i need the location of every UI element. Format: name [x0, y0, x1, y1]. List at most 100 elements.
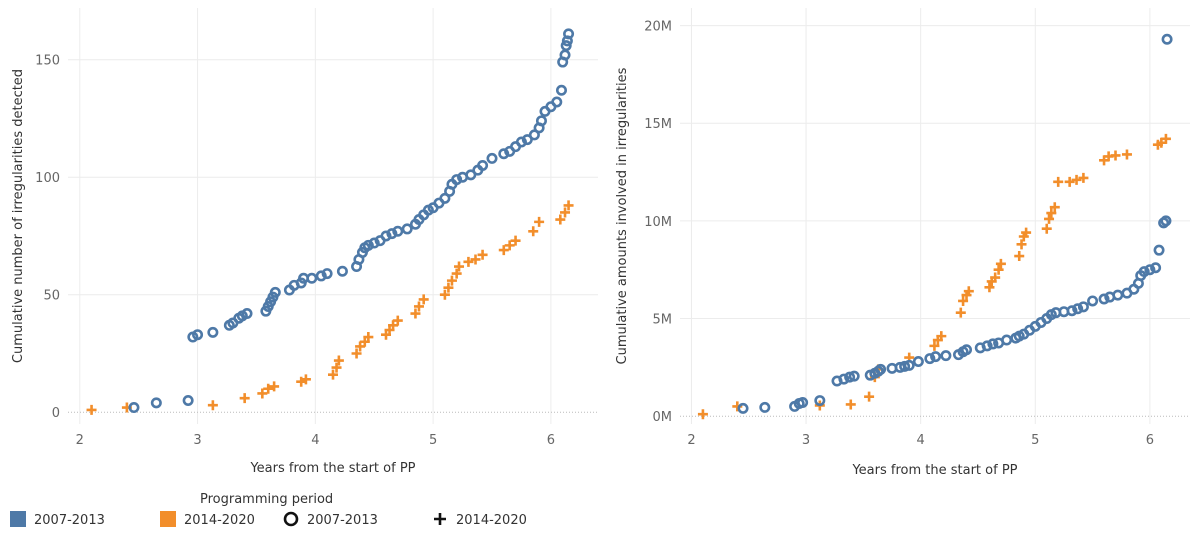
- data-point-plus: [1016, 239, 1027, 250]
- data-point-plus: [207, 400, 218, 411]
- data-point-circle: [362, 239, 374, 251]
- data-point-plus: [477, 249, 488, 260]
- data-point-plus: [936, 331, 947, 342]
- data-point-circle: [797, 397, 809, 409]
- data-point-plus: [351, 348, 362, 359]
- data-point-plus: [1014, 251, 1025, 262]
- data-point-circle: [535, 115, 547, 127]
- y-tick-label: 15M: [644, 117, 672, 132]
- x-tick-label: 5: [1031, 433, 1039, 448]
- data-point-circle: [1144, 264, 1156, 276]
- data-point-circle: [1066, 305, 1078, 317]
- data-point-circle: [875, 363, 887, 375]
- data-point-plus: [355, 341, 366, 352]
- data-point-circle: [563, 28, 575, 40]
- data-point-plus: [528, 226, 539, 237]
- data-point-plus: [263, 383, 274, 394]
- data-point-circle: [150, 397, 162, 409]
- data-point-plus: [1044, 213, 1055, 224]
- data-point-plus: [1121, 149, 1132, 160]
- x-tick-label: 5: [429, 433, 437, 448]
- x-tick-label: 2: [687, 433, 695, 448]
- data-point-plus: [958, 295, 969, 306]
- data-point-circle: [439, 192, 451, 204]
- y-tick-label: 100: [35, 171, 60, 186]
- data-point-plus: [995, 258, 1006, 269]
- data-point-plus: [560, 207, 571, 218]
- data-point-circle: [1001, 334, 1013, 346]
- data-point-plus: [534, 216, 545, 227]
- data-point-plus: [86, 404, 97, 415]
- x-axis-title: Years from the start of PP: [249, 461, 415, 476]
- data-point-plus: [1053, 176, 1064, 187]
- data-point-plus: [697, 409, 708, 420]
- data-point-circle: [1160, 215, 1172, 227]
- data-point-circle: [515, 136, 527, 148]
- legend-swatch: [10, 511, 26, 527]
- data-point-circle: [559, 49, 571, 61]
- data-point-plus: [410, 308, 421, 319]
- y-tick-label: 20M: [644, 20, 672, 35]
- data-point-plus: [1021, 227, 1032, 238]
- data-point-circle: [1150, 262, 1162, 274]
- data-point-circle: [477, 159, 489, 171]
- data-point-plus: [563, 200, 574, 211]
- data-point-plus: [470, 254, 481, 265]
- data-point-circle: [241, 308, 253, 320]
- data-point-plus: [463, 256, 474, 267]
- y-tick-label: 50: [43, 289, 60, 304]
- data-point-plus: [990, 272, 1001, 283]
- x-tick-label: 2: [76, 433, 84, 448]
- data-point-circle: [401, 223, 413, 235]
- legend-label: 2007-2013: [307, 513, 378, 528]
- series-2007-2013: [128, 28, 575, 414]
- data-point-plus: [363, 332, 374, 343]
- x-tick-label: 3: [802, 433, 810, 448]
- legend-swatch: [160, 511, 176, 527]
- data-point-circle: [551, 96, 563, 108]
- x-tick-label: 6: [1146, 433, 1154, 448]
- data-point-circle: [182, 394, 194, 406]
- data-point-plus: [1071, 174, 1082, 185]
- data-point-circle: [737, 402, 749, 414]
- x-axis-title: Years from the start of PP: [851, 463, 1017, 478]
- data-point-plus: [864, 391, 875, 402]
- y-tick-label: 5M: [653, 313, 673, 328]
- data-point-plus: [845, 399, 856, 410]
- data-point-circle: [555, 84, 567, 96]
- data-point-plus: [446, 275, 457, 286]
- legend: Programming period 2007-2013 2014-2020 200…: [10, 492, 527, 528]
- legend-plus-icon: [434, 513, 446, 525]
- data-point-circle: [498, 148, 510, 160]
- legend-circle-icon: [283, 511, 299, 527]
- data-point-circle: [451, 174, 463, 186]
- data-point-circle: [315, 270, 327, 282]
- data-point-plus: [1046, 208, 1057, 219]
- data-point-circle: [930, 351, 942, 363]
- data-point-circle: [521, 134, 533, 146]
- data-point-plus: [993, 264, 1004, 275]
- legend-items: 2007-2013 2014-2020 2007-2013 2014-2020: [10, 511, 527, 528]
- data-point-plus: [1110, 150, 1121, 161]
- legend-label: 2007-2013: [34, 513, 105, 528]
- data-point-circle: [486, 152, 498, 164]
- data-point-plus: [963, 286, 974, 297]
- x-tick-label: 4: [917, 433, 925, 448]
- data-point-circle: [465, 169, 477, 181]
- data-point-circle: [844, 371, 856, 383]
- data-point-plus: [498, 245, 509, 256]
- data-point-plus: [418, 294, 429, 305]
- data-point-circle: [380, 230, 392, 242]
- data-point-circle: [386, 228, 398, 240]
- data-point-plus: [257, 388, 268, 399]
- data-point-circle: [560, 40, 572, 52]
- data-point-circle: [987, 338, 999, 350]
- data-point-circle: [207, 326, 219, 338]
- data-point-plus: [984, 282, 995, 293]
- data-point-plus: [555, 214, 566, 225]
- y-tick-label: 0: [52, 406, 60, 421]
- legend-title: Programming period: [200, 492, 333, 507]
- x-tick-label: 6: [547, 433, 555, 448]
- data-point-circle: [838, 373, 850, 385]
